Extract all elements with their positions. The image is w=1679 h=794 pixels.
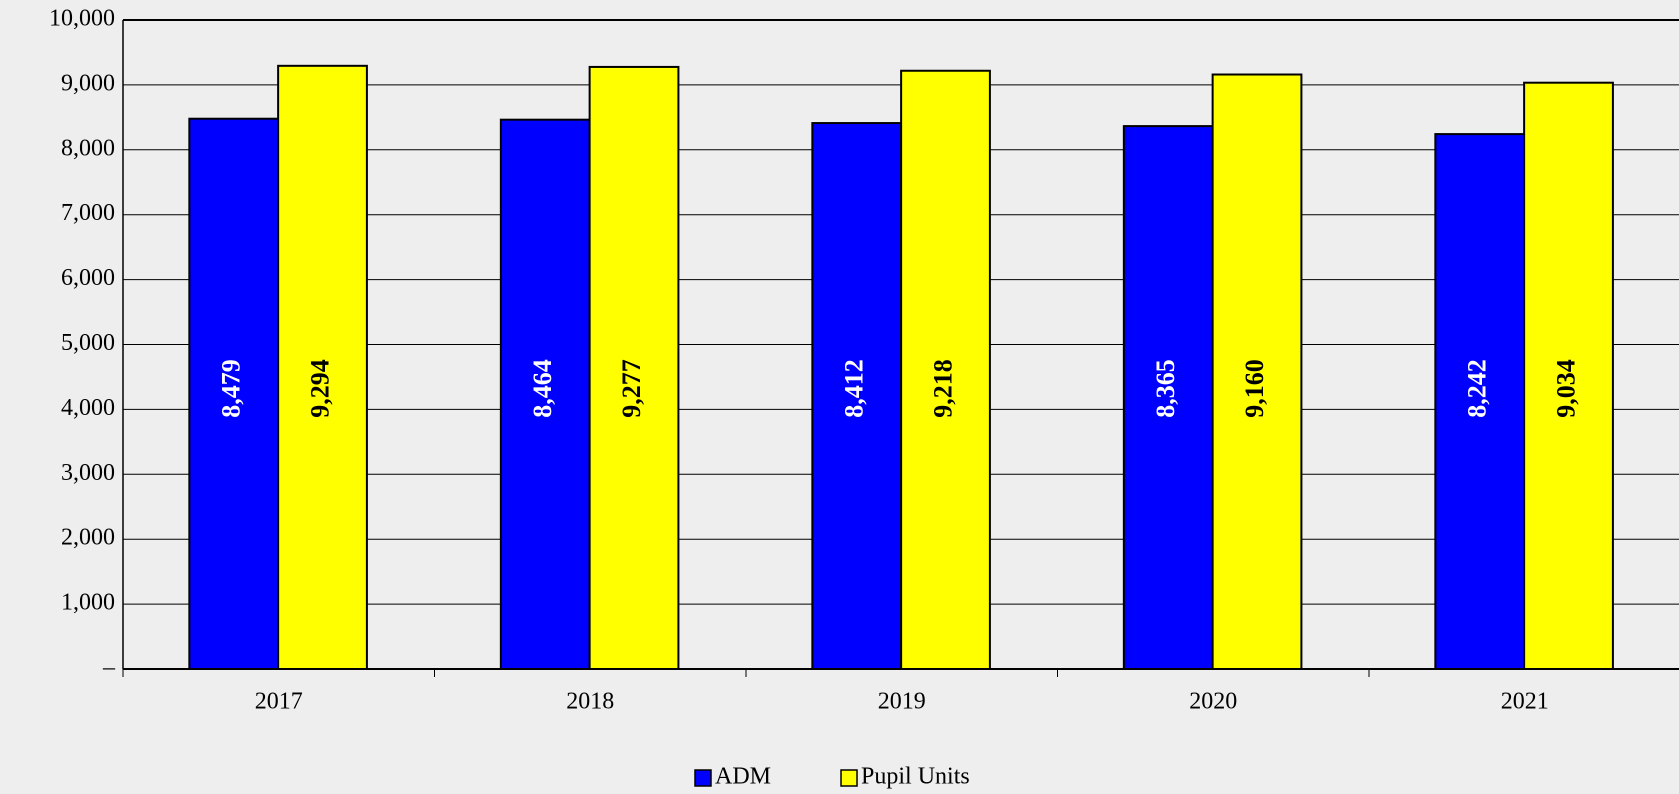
value-label: 9,034 xyxy=(1551,359,1580,418)
bar xyxy=(1122,125,1214,670)
y-tick-label: 4,000 xyxy=(61,395,115,421)
bar xyxy=(588,65,680,670)
x-tick-label: 2019 xyxy=(878,689,926,715)
y-tick-label: 8,000 xyxy=(61,135,115,161)
legend-swatch xyxy=(840,769,858,787)
y-tick-label: 9,000 xyxy=(61,70,115,96)
value-label: 8,479 xyxy=(217,359,246,418)
bar xyxy=(188,117,280,671)
y-tick-label: – xyxy=(102,655,116,681)
y-tick-label: 1,000 xyxy=(61,590,115,616)
legend-swatch xyxy=(694,769,712,787)
x-tick-label: 2017 xyxy=(255,689,303,715)
x-tick-label: 2020 xyxy=(1189,689,1237,715)
legend-label: ADM xyxy=(715,764,771,790)
y-tick-label: 2,000 xyxy=(61,525,115,551)
value-label: 9,160 xyxy=(1240,359,1269,418)
value-label: 9,294 xyxy=(305,359,334,418)
value-label: 8,464 xyxy=(528,359,557,418)
y-tick-label: 6,000 xyxy=(61,265,115,291)
bar xyxy=(1434,133,1526,671)
legend-label: Pupil Units xyxy=(861,764,970,790)
value-label: 8,242 xyxy=(1463,359,1492,418)
y-tick-label: 5,000 xyxy=(61,330,115,356)
x-tick-label: 2021 xyxy=(1501,689,1549,715)
y-tick-label: 3,000 xyxy=(61,460,115,486)
bar xyxy=(499,118,591,670)
bar xyxy=(277,64,368,670)
value-label: 9,277 xyxy=(617,359,646,418)
y-tick-label: 7,000 xyxy=(61,200,115,226)
value-label: 8,412 xyxy=(840,359,869,418)
value-label: 9,218 xyxy=(928,359,957,418)
value-label: 8,365 xyxy=(1151,359,1180,418)
y-tick-label: 10,000 xyxy=(49,6,115,32)
x-tick-label: 2018 xyxy=(566,689,614,715)
